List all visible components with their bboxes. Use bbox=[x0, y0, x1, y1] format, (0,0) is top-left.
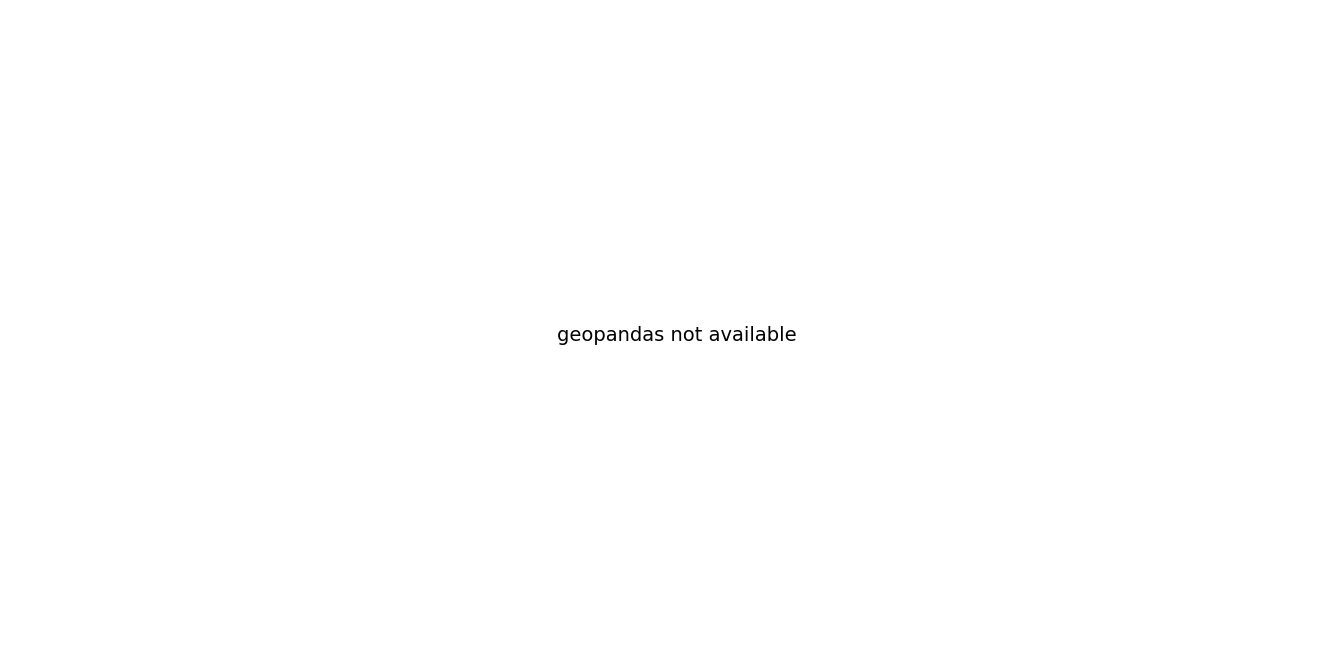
Text: geopandas not available: geopandas not available bbox=[557, 327, 796, 345]
